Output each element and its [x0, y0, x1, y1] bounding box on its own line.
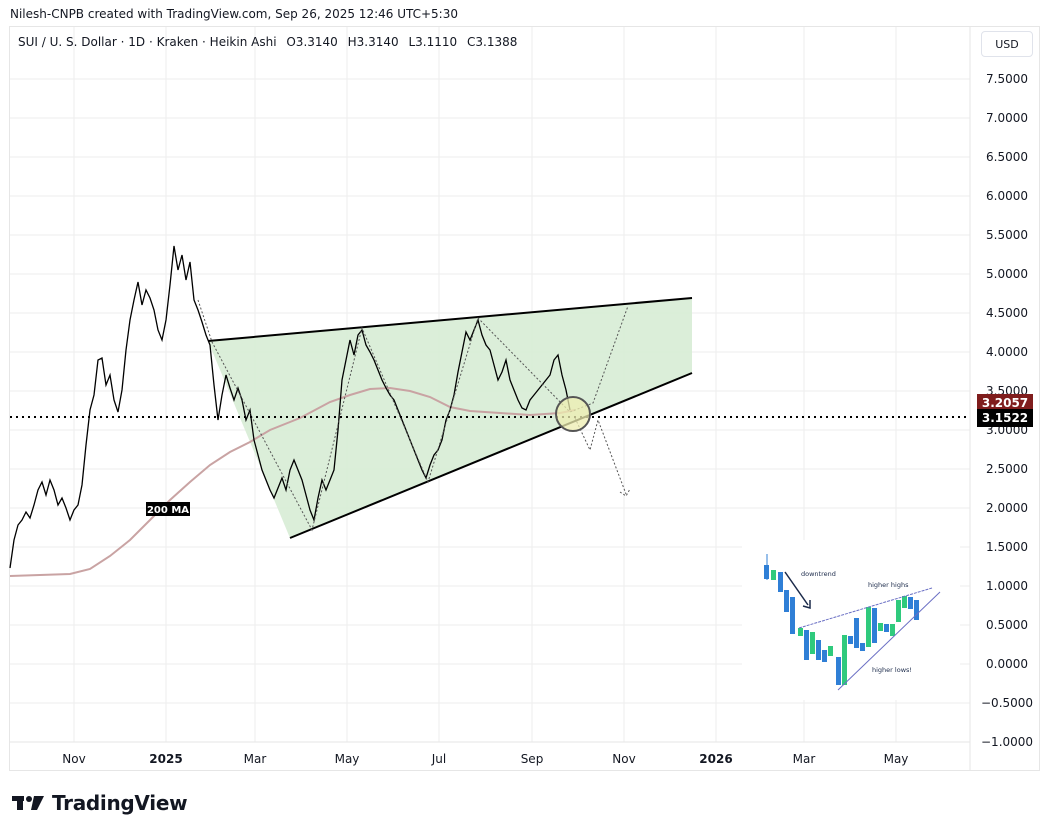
tradingview-logo-icon	[12, 796, 44, 810]
ma-label-text: 200 MA	[147, 505, 189, 516]
x-tick: May	[883, 752, 909, 766]
y-tick: 7.0000	[986, 111, 1028, 125]
y-tick: 2.0000	[986, 501, 1028, 515]
x-tick: 2026	[699, 752, 733, 766]
x-tick: Sep	[520, 752, 544, 766]
x-tick: Mar	[792, 752, 816, 766]
y-tick: −1.0000	[981, 735, 1034, 749]
y-tick: 2.5000	[986, 462, 1028, 476]
y-tick: 4.5000	[986, 306, 1028, 320]
wedge-upper-trendline[interactable]	[207, 297, 693, 342]
symbol-title: SUI / U. S. Dollar · 1D · Kraken · Heiki…	[18, 35, 277, 49]
y-tick: 5.0000	[986, 267, 1028, 281]
tradingview-logo[interactable]: TradingView	[12, 791, 188, 815]
bearish-projection	[574, 417, 627, 495]
ma-price-tag: 3.2057	[977, 394, 1033, 412]
y-tick: 5.5000	[986, 228, 1028, 242]
y-tick: 7.5000	[986, 72, 1028, 86]
currency-button[interactable]: USD	[981, 31, 1033, 57]
bearish-projection-arrowhead	[619, 488, 631, 497]
symbol-legend[interactable]: SUI / U. S. Dollar · 1D · Kraken · Heiki…	[18, 35, 523, 49]
x-tick: Mar	[243, 752, 267, 766]
ohlc-high: H3.3140	[347, 35, 399, 49]
ohlc-close: C3.1388	[466, 35, 518, 49]
breakdown-highlight-circle	[555, 396, 591, 432]
svg-text:downtrend: downtrend	[801, 570, 836, 578]
x-tick: May	[334, 752, 360, 766]
chart-credit: Nilesh-CNPB created with TradingView.com…	[10, 7, 458, 21]
ma-200-line	[9, 386, 576, 577]
tradingview-logo-text: TradingView	[52, 791, 188, 815]
y-tick: 1.0000	[986, 579, 1028, 593]
price-line	[9, 245, 571, 569]
y-tick: 0.0000	[986, 657, 1028, 671]
x-tick: Nov	[62, 752, 86, 766]
x-tick: 2025	[149, 752, 183, 766]
y-tick: 0.5000	[986, 618, 1028, 632]
wedge-lower-trendline[interactable]	[289, 372, 693, 539]
y-tick: 6.5000	[986, 150, 1028, 164]
ohlc-low: L3.1110	[408, 35, 458, 49]
y-tick: 4.0000	[986, 345, 1028, 359]
svg-text:higher lows!: higher lows!	[872, 666, 912, 674]
chart-pane[interactable]	[9, 26, 1040, 771]
ma-label-box	[146, 502, 190, 516]
x-tick: Jul	[431, 752, 447, 766]
x-tick: Nov	[612, 752, 636, 766]
y-tick: −0.5000	[981, 696, 1034, 710]
y-tick: 1.5000	[986, 540, 1028, 554]
svg-text:higher highs: higher highs	[868, 581, 909, 589]
ohlc-open: O3.3140	[286, 35, 338, 49]
y-tick: 6.0000	[986, 189, 1028, 203]
last-price-tag: 3.1522	[977, 409, 1033, 427]
inset-wedge-illustration: downtrend higher highs higher lows!	[742, 540, 960, 700]
